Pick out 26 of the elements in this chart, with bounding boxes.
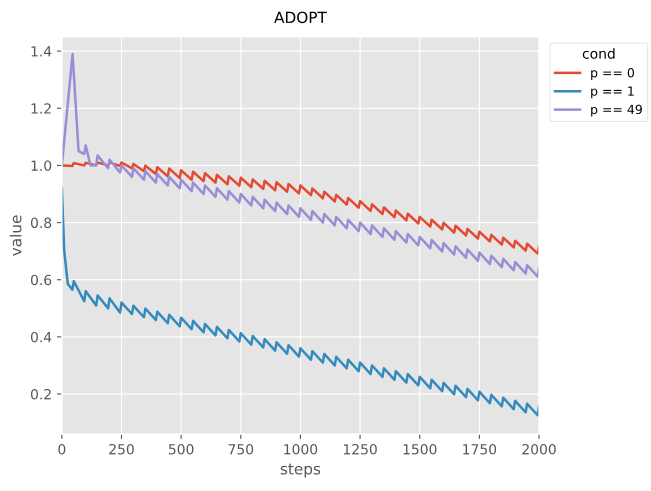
line-series <box>62 52 540 278</box>
x-tick-label: 1000 <box>284 444 318 455</box>
x-tick-label: 2000 <box>522 444 556 455</box>
legend-title: cond <box>582 48 615 59</box>
y-tick-label: 1.2 <box>32 103 51 114</box>
x-tick-label: 500 <box>168 444 194 455</box>
y-tick-label: 0.6 <box>30 274 52 286</box>
x-tick-label: 1250 <box>344 444 377 455</box>
x-tick-label: 250 <box>109 444 134 455</box>
x-axis-title: steps <box>280 464 320 478</box>
legend-label: p == 0 <box>591 68 634 80</box>
x-tick-label: 0 <box>58 444 66 455</box>
x-tick-label: 1750 <box>463 444 496 455</box>
y-tick-label: 1.4 <box>32 46 52 56</box>
line-series <box>62 161 540 255</box>
legend-label: p == 49 <box>591 104 642 117</box>
y-tick-label: 1.0 <box>32 160 52 171</box>
y-tick-label: 0.2 <box>30 389 51 400</box>
legend-label: p == 1 <box>591 86 634 98</box>
x-tick-label: 1500 <box>404 444 436 455</box>
y-tick-label: 0.4 <box>30 332 52 342</box>
line-series <box>62 187 540 416</box>
y-tick-label: 0.8 <box>30 218 52 228</box>
x-tick-label: 750 <box>228 444 254 455</box>
chart-title: ADOPT <box>274 12 327 24</box>
y-axis-title: value <box>10 215 22 256</box>
